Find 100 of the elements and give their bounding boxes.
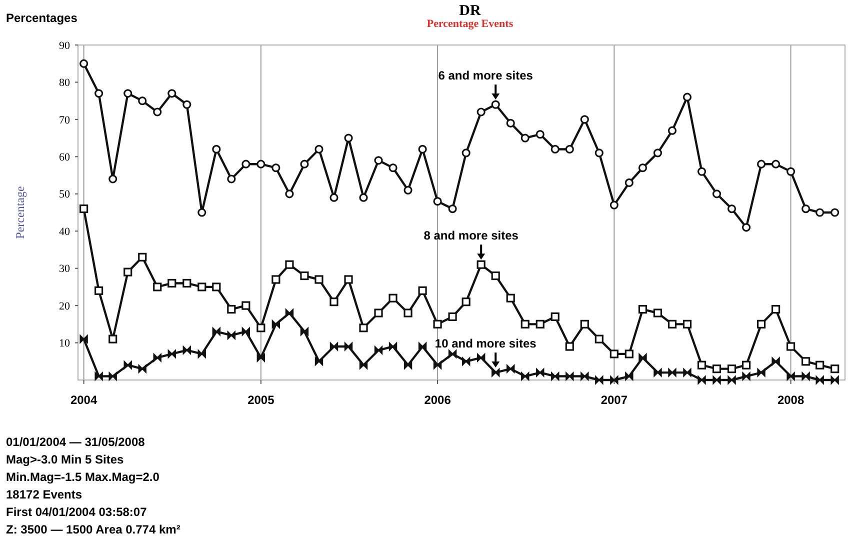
point [388,164,398,172]
point [242,160,250,168]
point [418,286,427,295]
annotation: 8 and more sites [424,228,519,243]
point [668,126,677,135]
point [198,282,206,292]
point [182,100,192,109]
point [433,361,442,370]
point [610,350,618,358]
point [314,275,324,284]
point [138,364,146,373]
point [580,372,589,380]
point [786,167,796,176]
point [80,59,88,68]
point [374,346,383,354]
point [462,298,470,306]
point [550,144,560,154]
point [638,354,647,362]
point [462,148,470,158]
point [742,372,750,380]
point [330,298,338,306]
point [786,372,795,380]
point [80,204,88,214]
point [182,346,191,354]
point [462,357,470,366]
point [168,89,176,98]
point [404,186,412,194]
annotation: 6 and more sites [438,68,534,83]
point [124,268,132,276]
point [551,372,560,380]
point [80,334,88,344]
point [492,368,500,377]
point [595,376,604,384]
point [520,134,530,142]
point [638,164,648,172]
point [94,372,103,380]
point [168,350,176,358]
point [625,372,634,380]
point [757,368,766,377]
point [138,252,147,262]
point [682,320,692,328]
point [359,324,368,332]
x-tick-label: 2005 [248,393,275,407]
point [491,100,500,109]
point [124,361,132,370]
point [256,354,266,362]
point [212,328,220,336]
point [300,271,309,280]
point [565,144,574,154]
point [624,178,634,188]
point [374,308,383,318]
chart-title: DR [459,3,481,19]
point [802,372,810,380]
point [491,271,500,280]
x-tick-label: 2006 [424,393,452,407]
point [536,320,544,328]
point [300,328,309,336]
point [418,342,427,351]
point [285,308,294,318]
point [108,372,117,380]
point [802,357,810,366]
point [256,160,266,168]
point [727,204,736,214]
point [728,376,736,384]
y-tick-label: 60 [59,152,70,164]
point [433,197,442,206]
text: First 04/01/2004 03:58:07 [6,505,148,519]
point [668,368,676,377]
point [212,144,221,154]
point [418,144,427,154]
point [712,376,721,384]
point [476,108,486,116]
y-tick-label: 30 [59,263,70,276]
point [344,342,353,351]
point [816,208,824,217]
y-tick-label: 50 [59,188,70,201]
point [816,376,824,384]
point [566,372,574,380]
point [108,174,118,184]
point [727,364,736,374]
annotation: 10 and more sites [434,336,537,351]
point [285,190,294,198]
point [742,223,751,232]
point [594,334,604,344]
point [212,282,221,292]
point [653,148,662,158]
y-tick-label: 70 [59,114,70,126]
text: Z: 3500 — 1500 Area 0.774 km² [6,522,180,536]
point [816,360,824,370]
point [344,134,353,142]
point [653,308,662,318]
text: 18172 Events [6,488,82,502]
point [476,260,486,269]
y-tick-label: 40 [59,226,70,238]
point [359,361,368,370]
y-tick-label: 10 [59,338,70,350]
point [330,342,338,351]
point [404,361,412,370]
point [448,312,457,322]
point [272,275,280,284]
